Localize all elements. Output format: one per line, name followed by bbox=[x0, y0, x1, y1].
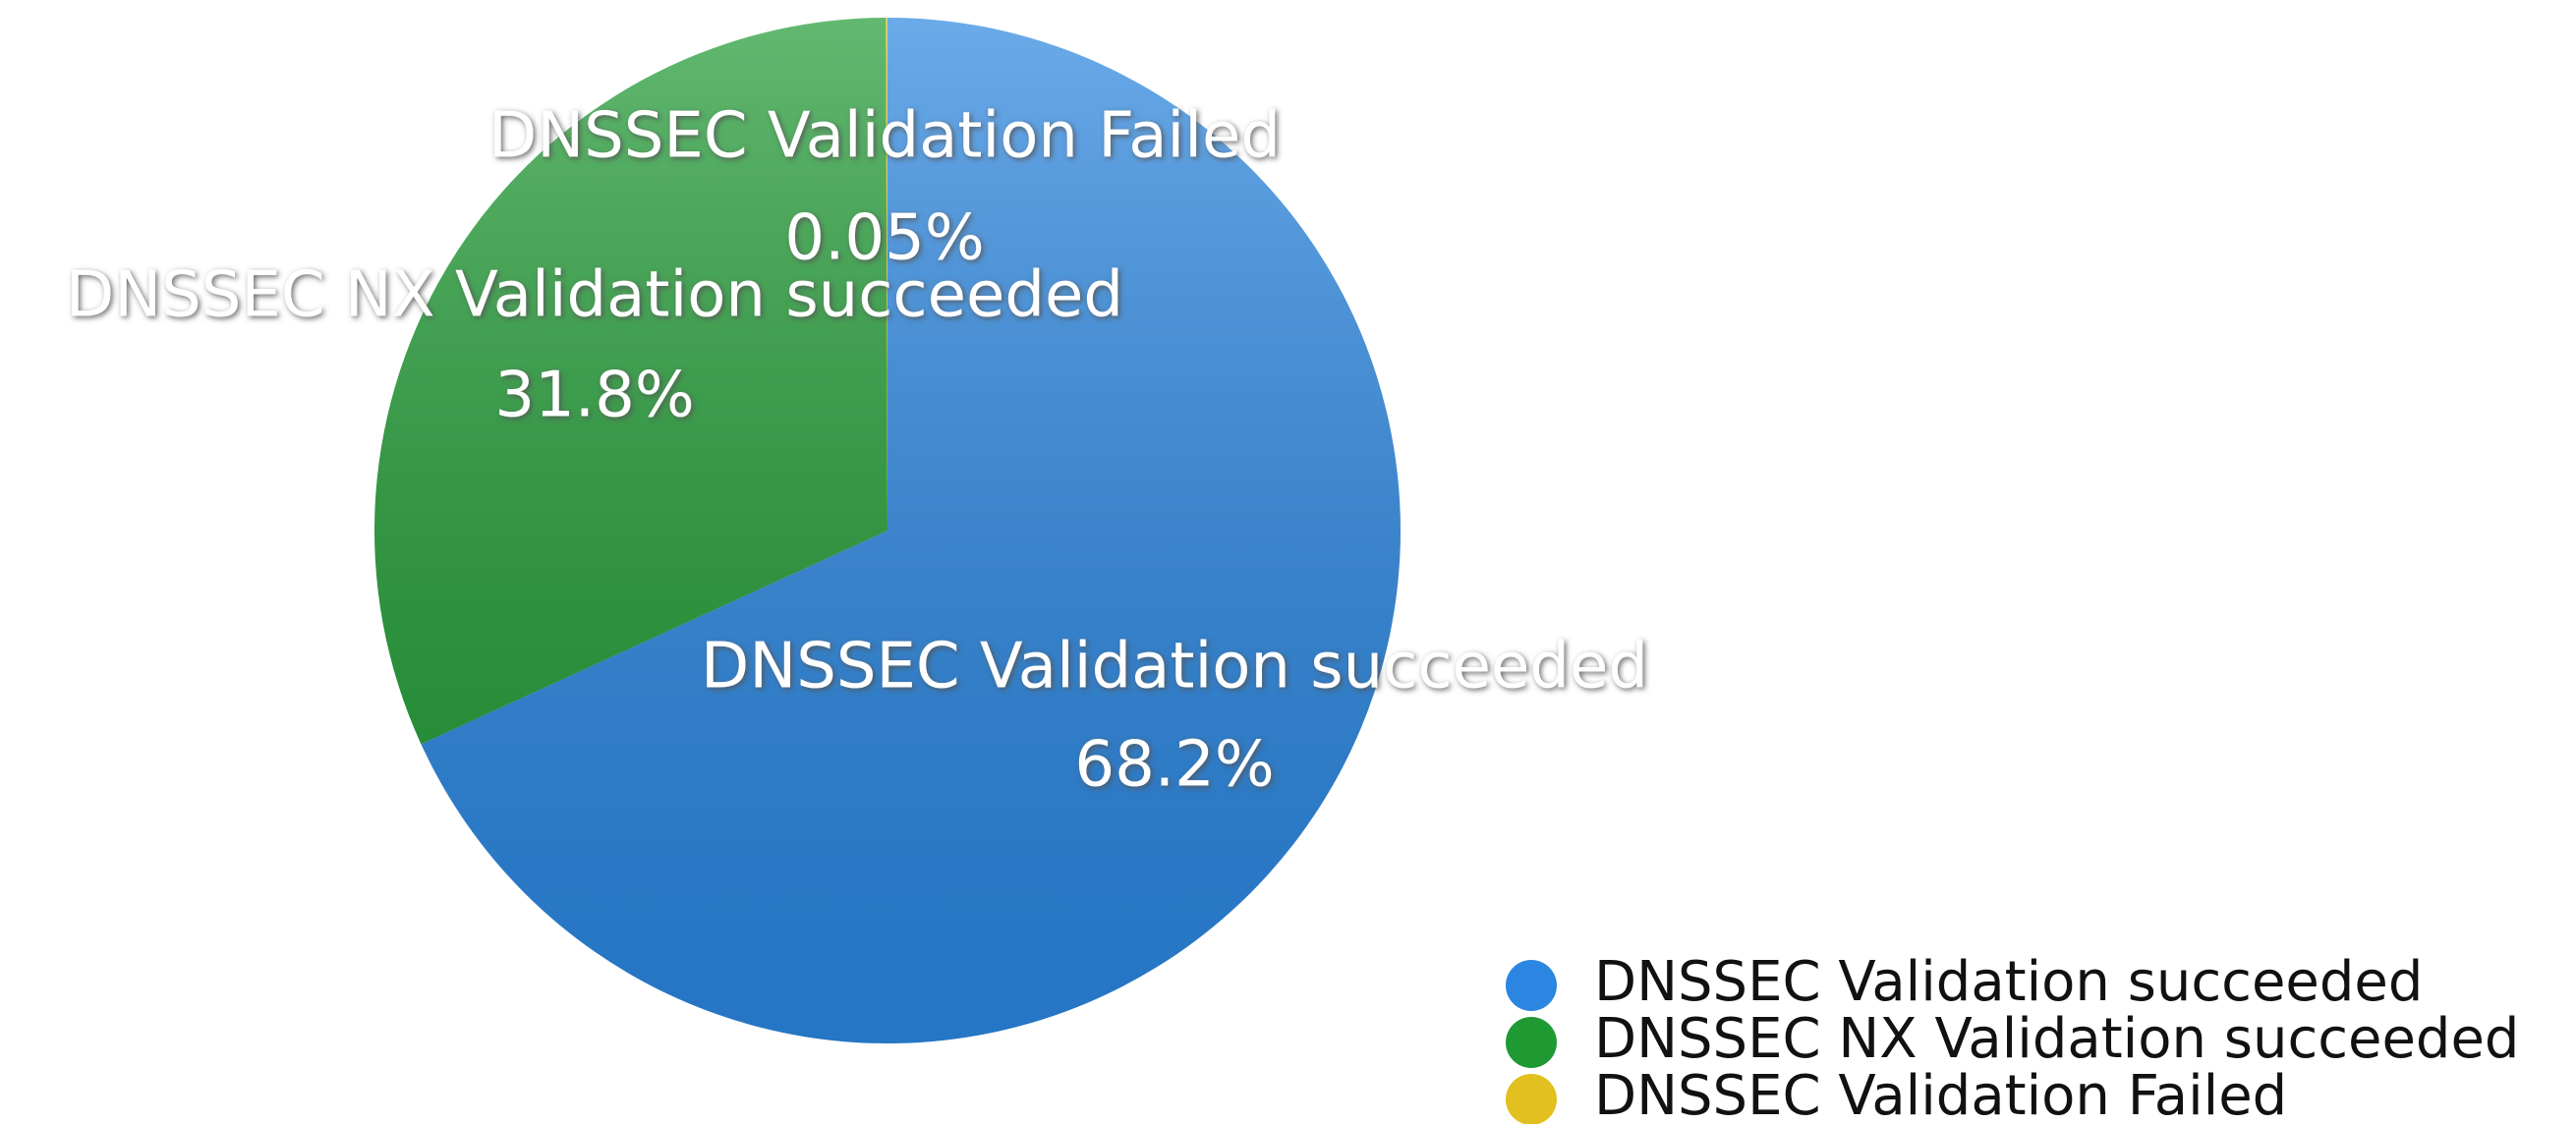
slice-label: DNSSEC Validation succeeded bbox=[701, 631, 1648, 703]
slice-label: DNSSEC Validation Failed bbox=[488, 100, 1281, 173]
legend-swatch bbox=[1506, 1017, 1557, 1068]
legend-label: DNSSEC Validation Failed bbox=[1594, 1064, 2287, 1124]
slice-value: 0.05% bbox=[784, 202, 984, 275]
slice-labels: DNSSEC Validation succeeded 68.2% DNSSEC N… bbox=[66, 100, 1648, 802]
legend-label: DNSSEC Validation succeeded bbox=[1594, 950, 2423, 1014]
legend-label: DNSSEC NX Validation succeeded bbox=[1594, 1007, 2519, 1071]
slice-value: 68.2% bbox=[1074, 729, 1274, 802]
slice-label: DNSSEC NX Validation succeeded bbox=[66, 259, 1123, 332]
legend-swatch bbox=[1506, 960, 1557, 1011]
slice-value: 31.8% bbox=[494, 360, 694, 432]
legend-swatch bbox=[1506, 1074, 1557, 1124]
